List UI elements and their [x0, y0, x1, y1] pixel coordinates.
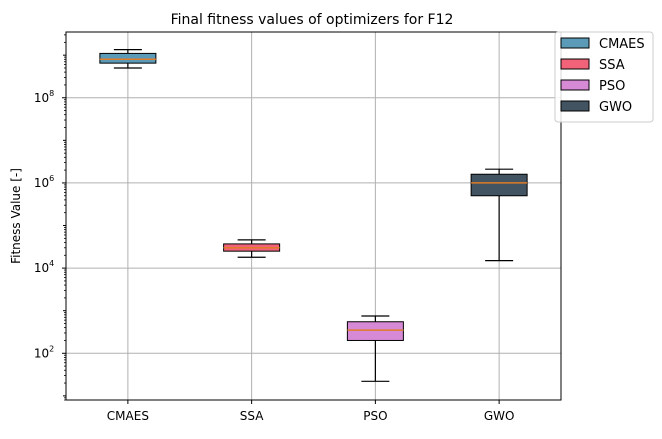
y-ticks: 102 104 106 108 [34, 34, 66, 401]
box-iqr [470, 173, 528, 197]
box-iqr [99, 52, 157, 64]
x-tick-label: PSO [363, 409, 387, 423]
grid [66, 32, 561, 400]
y-tick-label: 102 [34, 344, 54, 360]
y-tick-label: 108 [34, 89, 54, 105]
x-tick-label: GWO [484, 409, 515, 423]
legend-frame [554, 31, 654, 123]
legend-label: PSO [599, 79, 625, 94]
legend: CMAES SSA PSO GWO [554, 31, 654, 123]
x-tick-label: SSA [240, 409, 264, 423]
legend-swatch [560, 79, 590, 91]
boxes [99, 49, 528, 382]
legend-label: CMAES [599, 37, 645, 52]
legend-label: SSA [599, 58, 625, 73]
legend-swatch [560, 100, 590, 112]
box-ssa [223, 239, 281, 258]
plot-area-frame [65, 31, 562, 401]
legend-swatch [560, 37, 590, 49]
legend-label: GWO [599, 100, 632, 115]
x-tick-label: CMAES [107, 409, 149, 423]
y-axis-label: Fitness Value [-] [9, 168, 23, 264]
legend-swatch [560, 58, 590, 70]
box-pso [346, 315, 404, 382]
box-iqr [346, 321, 404, 341]
x-ticks: CMAES SSA PSO GWO [107, 400, 515, 423]
y-tick-label: 106 [34, 174, 54, 190]
box-gwo [470, 168, 528, 262]
chart-title: Final fitness values of optimizers for F… [171, 12, 454, 28]
y-tick-label: 104 [34, 259, 54, 275]
box-cmaes [99, 49, 157, 69]
